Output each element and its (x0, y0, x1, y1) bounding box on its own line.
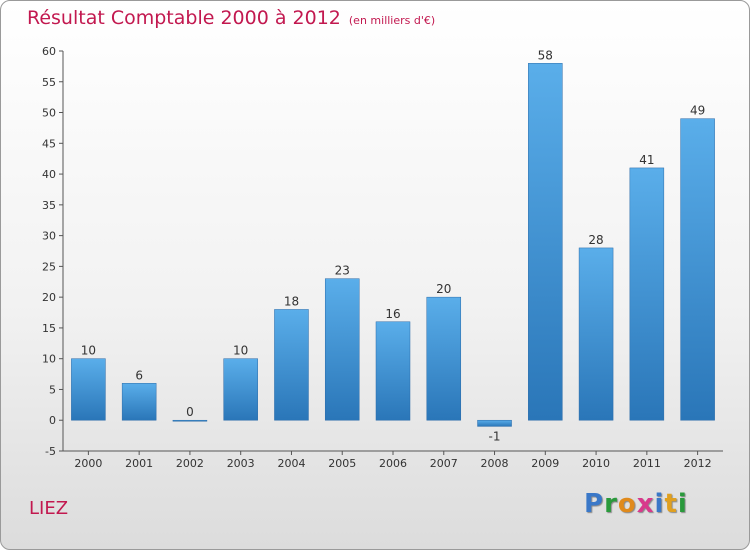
y-tick-label: 30 (42, 230, 56, 243)
data-labels: 10 6 0 10 18 23 16 20 -1 58 28 41 49 (81, 48, 706, 443)
bar-2012 (680, 118, 715, 421)
bar-2008 (477, 419, 512, 427)
bar-2009 (528, 63, 563, 421)
data-label-2000: 10 (81, 344, 96, 358)
bar-2007 (426, 296, 462, 421)
x-tick-label-2000: 2000 (74, 457, 102, 470)
y-tick-label: -5 (45, 445, 56, 458)
y-tick-label: 10 (42, 353, 56, 366)
x-tick-label-2008: 2008 (481, 457, 509, 470)
y-tick-label: 50 (42, 107, 56, 120)
x-tick-label-2005: 2005 (328, 457, 356, 470)
title-main: Résultat Comptable 2000 à 2012 (27, 7, 341, 29)
data-label-2006: 16 (385, 307, 400, 321)
y-tick-label: 45 (42, 137, 56, 150)
proxiti-logo: Proxiti (584, 489, 688, 519)
bar-2005 (324, 278, 360, 421)
x-tick-label-2006: 2006 (379, 457, 407, 470)
logo-letter: x (636, 489, 655, 519)
bar-2004 (274, 309, 309, 421)
y-tick-label: 35 (42, 199, 56, 212)
x-tick-label-2007: 2007 (430, 457, 458, 470)
logo-letter: r (604, 489, 618, 519)
x-tick-label-2010: 2010 (582, 457, 610, 470)
data-label-2011: 41 (639, 153, 654, 167)
x-tick-label-2011: 2011 (633, 457, 661, 470)
logo-letter: o (617, 489, 637, 519)
bar-2011 (629, 167, 665, 421)
bar-2000 (71, 358, 106, 421)
data-label-2007: 20 (436, 282, 451, 296)
bars (71, 63, 715, 427)
data-label-2008: -1 (489, 429, 501, 443)
chart-title: Résultat Comptable 2000 à 2012 (en millie… (27, 7, 435, 29)
data-label-2004: 18 (284, 294, 299, 308)
x-tick-label-2012: 2012 (684, 457, 712, 470)
x-tick-label-2004: 2004 (277, 457, 305, 470)
data-label-2003: 10 (233, 344, 248, 358)
x-tick-label-2001: 2001 (125, 457, 153, 470)
logo-letter: i (654, 489, 665, 519)
bar-2006 (375, 321, 411, 421)
bar-2010 (578, 247, 614, 421)
logo-letter: P (584, 489, 605, 519)
y-tick-label: 15 (42, 322, 56, 335)
y-tick-label: 60 (42, 45, 56, 58)
data-label-2012: 49 (690, 104, 705, 118)
y-tick-label: 25 (42, 260, 56, 273)
y-tick-label: 20 (42, 291, 56, 304)
logo-letter: t (664, 489, 678, 519)
data-label-2010: 28 (588, 233, 603, 247)
logo-letter: i (677, 489, 688, 519)
commune-name: LIEZ (29, 498, 69, 519)
data-label-2005: 23 (335, 264, 350, 278)
y-tick-label: 40 (42, 168, 56, 181)
data-label-2002: 0 (186, 405, 194, 419)
y-tick-label: 55 (42, 76, 56, 89)
bar-2002 (172, 419, 208, 422)
bar-2001 (121, 383, 157, 421)
x-tick-label-2009: 2009 (531, 457, 559, 470)
title-unit: (en milliers d'€) (348, 14, 436, 27)
y-tick-label: 0 (49, 414, 56, 427)
data-label-2009: 58 (538, 48, 553, 62)
bar-2003 (223, 358, 258, 421)
x-tick-label-2003: 2003 (227, 457, 255, 470)
data-label-2001: 6 (135, 368, 143, 382)
y-tick-label: 5 (49, 383, 56, 396)
x-tick-label-2002: 2002 (176, 457, 204, 470)
